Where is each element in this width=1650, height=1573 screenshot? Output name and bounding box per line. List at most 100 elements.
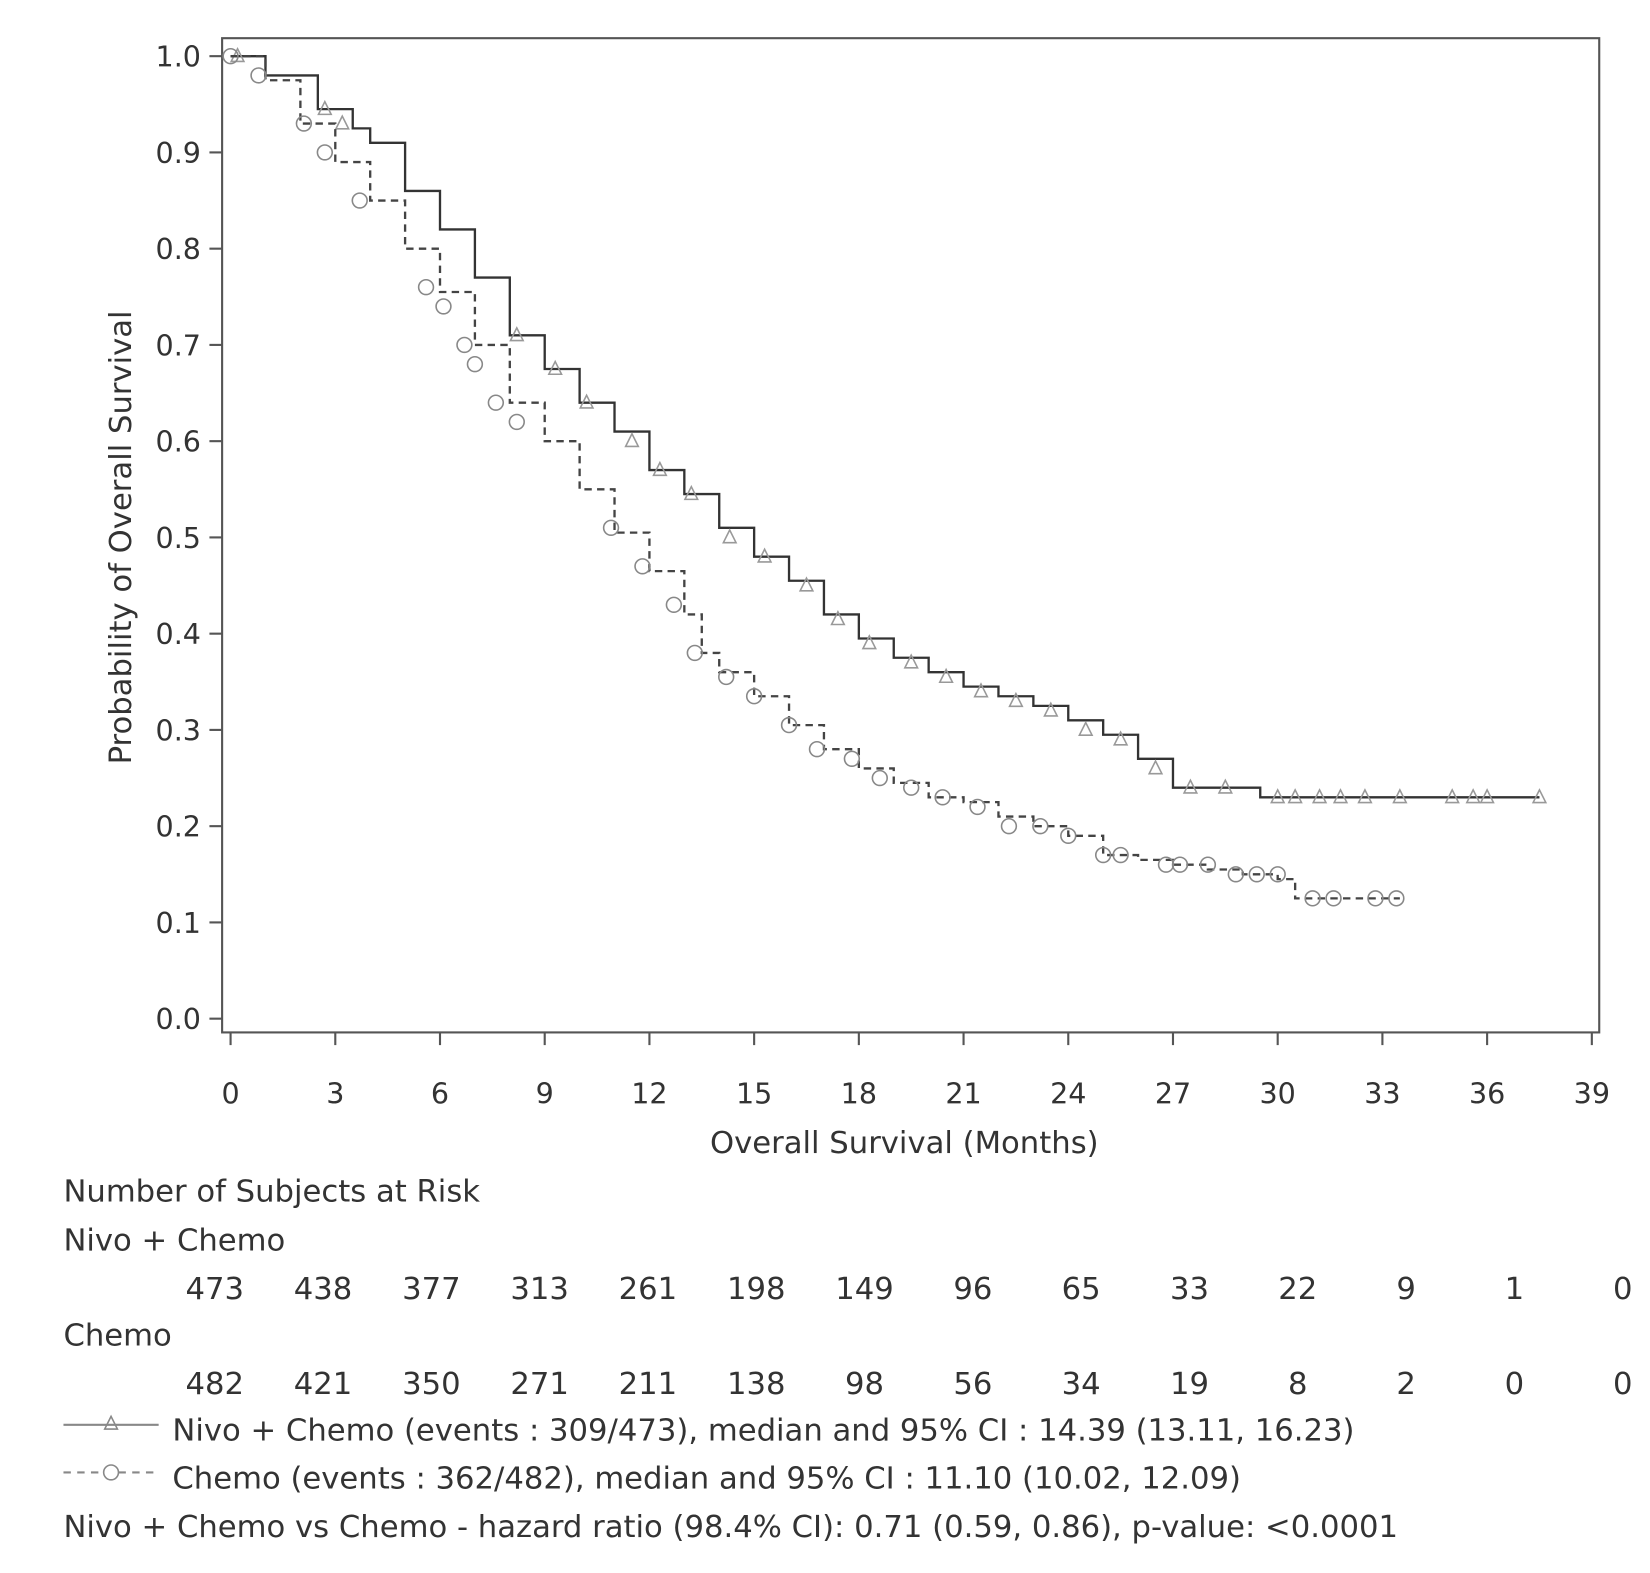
- censor-marker-circle: [1388, 890, 1405, 907]
- risk-value: 350: [402, 1367, 461, 1402]
- x-tick-label: 24: [1050, 1076, 1086, 1110]
- censor-marker-triangle: [903, 653, 919, 669]
- risk-value: 0: [1613, 1367, 1633, 1402]
- risk-value: 96: [953, 1272, 992, 1307]
- legend-chemo: Chemo (events : 362/482), median and 95%…: [172, 1461, 1241, 1496]
- censor-marker-triangle: [1270, 788, 1286, 804]
- y-tick-label: 0.7: [156, 328, 201, 362]
- risk-value: 438: [294, 1272, 353, 1307]
- censor-marker-triangle: [973, 682, 989, 698]
- censor-marker-triangle: [861, 634, 877, 650]
- censor-marker-triangle: [1043, 701, 1059, 717]
- censor-marker-circle: [351, 192, 368, 209]
- risk-value: 8: [1288, 1367, 1308, 1402]
- censor-marker-circle: [934, 789, 951, 806]
- x-tick-label: 15: [736, 1076, 772, 1110]
- censor-marker-circle: [1304, 890, 1321, 907]
- censor-marker-circle: [487, 394, 505, 411]
- curves: [222, 46, 1548, 907]
- risk-value: 482: [185, 1367, 244, 1402]
- risk-value: 0: [1613, 1272, 1633, 1307]
- risk-value: 421: [294, 1367, 353, 1402]
- censor-marker-circle: [665, 596, 683, 613]
- censor-marker-circle: [508, 413, 525, 431]
- censor-marker-triangle: [1444, 788, 1460, 804]
- risk-value: 261: [619, 1272, 678, 1307]
- risk-value: 313: [510, 1272, 569, 1307]
- censor-marker-triangle: [1531, 788, 1548, 804]
- risk-value: 65: [1062, 1272, 1101, 1307]
- x-tick-label: 33: [1364, 1076, 1400, 1110]
- y-tick-label: 0.0: [156, 1002, 201, 1036]
- plot-frame: [221, 37, 1601, 1034]
- censor-marker-circle: [634, 558, 651, 575]
- x-tick-label: 21: [945, 1076, 981, 1110]
- censor-marker-circle: [903, 779, 920, 796]
- censor-marker-circle: [808, 740, 826, 758]
- risk-value: 33: [1170, 1272, 1209, 1307]
- censor-marker-circle: [1032, 817, 1049, 835]
- risk-row-label-nivo: Nivo + Chemo: [63, 1223, 285, 1258]
- censor-marker-triangle: [1392, 788, 1408, 804]
- censor-marker-triangle: [1332, 788, 1349, 804]
- survival-curve-nivo-chemo: [230, 55, 1540, 799]
- censor-marker-triangle: [509, 326, 525, 342]
- survival-curve-chemo: [230, 55, 1400, 900]
- risk-value: 2: [1396, 1367, 1416, 1402]
- censor-marker-triangle: [683, 484, 699, 501]
- y-tick-label: 0.8: [156, 232, 201, 266]
- y-tick-label: 0.3: [156, 713, 201, 747]
- risk-value: 198: [727, 1272, 786, 1307]
- censor-marker-triangle: [756, 547, 773, 563]
- risk-value: 1: [1505, 1272, 1525, 1307]
- risk-table-title: Number of Subjects at Risk: [63, 1175, 480, 1210]
- x-tick-label: 9: [536, 1076, 554, 1110]
- censor-marker-circle: [602, 519, 620, 536]
- risk-value: 98: [845, 1367, 884, 1402]
- risk-value: 138: [727, 1367, 786, 1402]
- legend-marker-triangle: [103, 1414, 119, 1430]
- risk-row-label-chemo: Chemo: [63, 1318, 171, 1353]
- censor-marker-circle: [435, 298, 452, 315]
- y-axis-label: Probability of Overall Survival: [104, 310, 139, 764]
- censor-marker-triangle: [938, 667, 954, 684]
- censor-marker-circle: [1227, 866, 1245, 883]
- censor-marker-circle: [686, 644, 703, 662]
- legend-nivo: Nivo + Chemo (events : 309/473), median …: [172, 1414, 1354, 1449]
- x-axis-label: Overall Survival (Months): [710, 1126, 1099, 1161]
- y-tick-label: 0.9: [156, 136, 201, 170]
- censor-marker-triangle: [722, 528, 738, 544]
- censor-marker-circle: [871, 769, 888, 787]
- censor-marker-circle: [222, 47, 239, 65]
- censor-marker-circle: [745, 688, 763, 705]
- risk-value: 377: [402, 1272, 461, 1307]
- risk-value: 149: [835, 1272, 894, 1307]
- x-tick-label: 12: [631, 1076, 667, 1110]
- censor-marker-circle: [1094, 846, 1112, 864]
- censor-marker-circle: [1367, 890, 1384, 907]
- censor-marker-circle: [1325, 890, 1342, 907]
- y-tick-label: 0.5: [156, 521, 201, 555]
- y-tick-label: 0.1: [156, 906, 201, 940]
- censor-marker-circle: [316, 144, 334, 161]
- censor-marker-circle: [1248, 866, 1265, 883]
- censor-marker-triangle: [652, 460, 668, 477]
- x-tick-label: 0: [221, 1076, 239, 1110]
- censor-marker-triangle: [1311, 788, 1328, 804]
- censor-marker-circle: [718, 668, 735, 686]
- censor-marker-circle: [1000, 817, 1018, 835]
- risk-value: 271: [510, 1367, 569, 1402]
- risk-value: 22: [1278, 1272, 1317, 1307]
- risk-value: 9: [1396, 1272, 1416, 1307]
- censor-marker-circle: [780, 716, 798, 734]
- censor-marker-triangle: [1287, 788, 1303, 804]
- censor-marker-triangle: [1147, 759, 1164, 775]
- censor-marker-triangle: [1217, 778, 1233, 794]
- y-tick-label: 0.6: [156, 425, 201, 459]
- censor-marker-circle: [1157, 856, 1175, 873]
- risk-value: 56: [953, 1367, 992, 1402]
- censor-marker-circle: [969, 798, 986, 816]
- censor-marker-triangle: [1008, 691, 1024, 708]
- censor-marker-circle: [1060, 827, 1077, 844]
